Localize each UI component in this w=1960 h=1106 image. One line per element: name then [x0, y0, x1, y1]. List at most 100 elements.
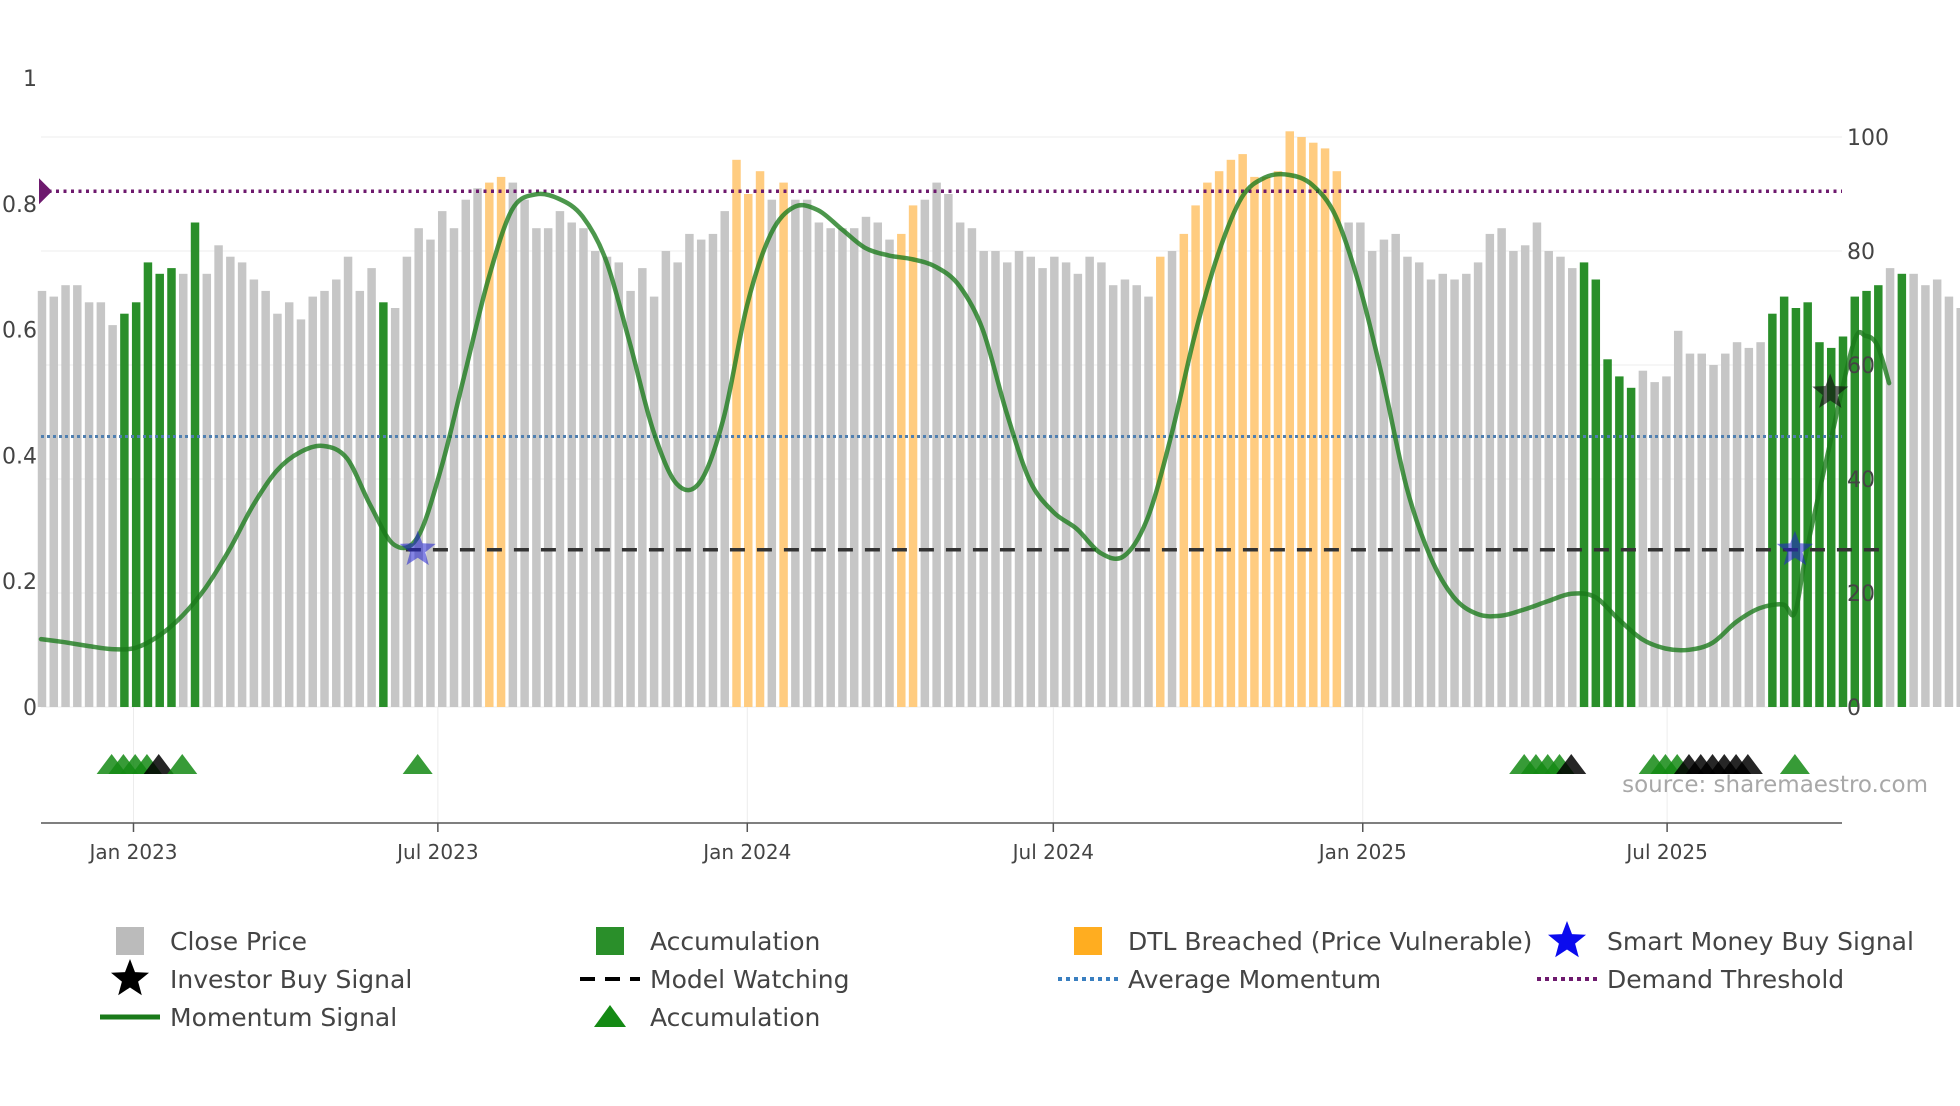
close-price-bar — [96, 302, 106, 707]
close-price-bar — [179, 273, 188, 707]
close-price-bar — [720, 211, 729, 707]
close-price-bar — [473, 188, 482, 708]
close-price-bar — [1885, 268, 1895, 707]
close-price-bar — [708, 233, 718, 707]
close-price-bar — [920, 199, 930, 707]
accumulation-marker-triangle — [167, 754, 198, 774]
close-price-bar — [1356, 222, 1365, 707]
close-price-bar — [414, 228, 423, 707]
close-price-bar — [1909, 273, 1918, 707]
close-price-bar — [814, 222, 824, 707]
investor-marker-triangle — [1732, 754, 1763, 774]
legend-item: Smart Money Buy Signal — [1548, 921, 1914, 958]
dtl-breached-bar — [779, 182, 788, 708]
close-price-bar — [955, 222, 965, 707]
left-axis-tick-label: 0 — [23, 696, 37, 721]
x-axis-tick-label: Jul 2023 — [395, 840, 478, 864]
legend-item: Investor Buy Signal — [111, 959, 412, 996]
close-price-bar — [1097, 262, 1106, 707]
dtl-breached-bar — [744, 194, 753, 707]
dtl-breached-bar — [732, 159, 741, 708]
left-axis-tick-label: 1 — [23, 67, 37, 92]
investor-marker-triangle — [143, 754, 174, 774]
close-price-bar — [1638, 370, 1648, 707]
investor-marker-triangle — [1556, 754, 1587, 774]
close-price-bar — [1721, 353, 1730, 707]
x-axis-tick-label: Jan 2023 — [87, 840, 177, 864]
close-price-bar — [885, 239, 894, 707]
close-price-bar — [367, 268, 376, 707]
x-axis-tick-label: Jul 2024 — [1011, 840, 1094, 864]
smart-money-buy-star — [1776, 530, 1813, 566]
close-price-bar — [567, 222, 576, 707]
dtl-breached-bar — [1191, 205, 1200, 707]
close-price-bar — [37, 290, 47, 707]
close-price-bar — [685, 233, 694, 707]
legend-item: Accumulation — [594, 1003, 820, 1032]
accumulation-bar — [143, 262, 153, 707]
close-price-bar — [402, 256, 412, 707]
legend-item: Close Price — [116, 927, 307, 956]
close-price-bar — [308, 296, 317, 707]
close-price-bar — [791, 199, 800, 707]
dtl-breached-bar — [1320, 148, 1330, 707]
close-price-bar — [1556, 256, 1565, 707]
close-price-bar — [1003, 262, 1012, 707]
close-price-bar — [1450, 279, 1459, 707]
close-price-bar — [1038, 268, 1047, 707]
legend-label: DTL Breached (Price Vulnerable) — [1128, 927, 1532, 956]
close-price-bar — [1485, 233, 1495, 707]
close-price-bar — [226, 256, 235, 707]
close-price-bar — [861, 216, 871, 708]
close-price-bar — [532, 228, 541, 707]
close-price-bar — [1379, 239, 1389, 707]
close-price-bar — [284, 302, 294, 707]
close-price-bar — [849, 228, 859, 707]
accumulation-bar — [379, 302, 388, 707]
close-price-bar — [873, 222, 882, 707]
dtl-breached-bar — [755, 171, 765, 707]
close-price-bar — [1944, 296, 1954, 707]
accumulation-bar — [1897, 273, 1907, 707]
close-price-bar — [979, 251, 988, 707]
close-price-bar — [638, 268, 647, 707]
close-price-bar — [1956, 308, 1960, 707]
close-price-bar — [1732, 342, 1742, 707]
accumulation-bar — [1768, 313, 1777, 707]
dtl-breached-bar — [1297, 137, 1306, 707]
legend-symbol-smart-money-star — [1548, 921, 1586, 958]
close-price-bar — [355, 290, 365, 707]
right-axis-tick-label: 100 — [1847, 126, 1889, 151]
close-price-bar — [1709, 365, 1718, 707]
legend-item: DTL Breached (Price Vulnerable) — [1074, 927, 1532, 956]
close-price-bar — [1685, 353, 1695, 707]
source-label: source: sharemaestro.com — [1622, 772, 1928, 798]
right-axis-tick-label: 40 — [1847, 468, 1875, 493]
close-price-bar — [1144, 296, 1153, 707]
close-price-bar — [1497, 228, 1506, 707]
close-price-bar — [214, 245, 223, 708]
close-price-bar — [649, 296, 659, 707]
legend-label: Investor Buy Signal — [170, 965, 412, 994]
accumulation-bar — [1850, 296, 1860, 707]
close-price-bar — [61, 285, 70, 707]
close-price-bar — [1132, 285, 1141, 707]
close-price-bar — [1367, 251, 1377, 707]
left-axis-tick-label: 0.8 — [2, 193, 37, 218]
accumulation-bar — [1838, 336, 1848, 707]
legend-item: Demand Threshold — [1537, 965, 1844, 994]
close-price-bar — [237, 262, 247, 707]
close-price-bar — [1532, 222, 1542, 707]
close-price-bar — [73, 285, 82, 707]
close-price-bar — [696, 239, 706, 707]
close-price-bar — [991, 251, 1000, 707]
close-price-bar — [1167, 251, 1177, 707]
close-price-bar — [343, 256, 353, 707]
close-price-bar — [1520, 245, 1530, 708]
accumulation-bar — [1591, 279, 1601, 707]
legend-item: Momentum Signal — [100, 1003, 397, 1032]
accumulation-bar — [1603, 359, 1612, 707]
left-axis-tick-label: 0.2 — [2, 570, 37, 595]
close-price-bar — [614, 262, 624, 707]
